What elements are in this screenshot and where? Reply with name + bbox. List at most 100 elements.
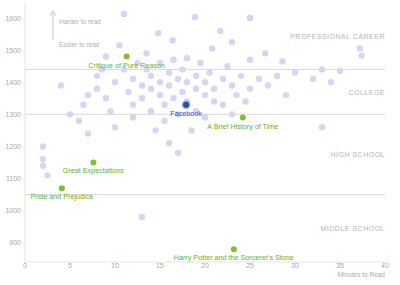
- point: [85, 92, 91, 98]
- point: [112, 124, 118, 130]
- point: [155, 30, 161, 36]
- point: [209, 45, 215, 51]
- highlight-point: [231, 246, 237, 252]
- point: [143, 50, 149, 56]
- point: [337, 67, 343, 73]
- y-axis-line: [25, 2, 26, 262]
- highlight-point: [90, 159, 96, 165]
- x-tick-label: 25: [246, 262, 254, 269]
- highlight-label: Critique of Pure Reason: [88, 61, 165, 70]
- point: [148, 85, 154, 91]
- x-tick-label: 30: [291, 262, 299, 269]
- point: [166, 69, 172, 75]
- point: [175, 76, 181, 82]
- point: [229, 82, 235, 88]
- point: [103, 95, 109, 101]
- highlight-label: Facebook: [170, 109, 202, 118]
- point: [220, 76, 226, 82]
- point: [76, 118, 82, 124]
- point: [139, 214, 145, 220]
- y-tick-label: 1600: [5, 15, 21, 22]
- point: [197, 60, 203, 66]
- point: [211, 85, 217, 91]
- point: [152, 127, 158, 133]
- point: [175, 150, 181, 156]
- point: [206, 69, 212, 75]
- point: [157, 92, 163, 98]
- x-tick-label: 20: [201, 262, 209, 269]
- highlight-point: [59, 185, 65, 191]
- point: [229, 111, 235, 117]
- band-label: PROFESSIONAL CAREER: [290, 33, 385, 40]
- band-label: COLLEGE: [348, 89, 385, 96]
- y-tick-label: 1200: [5, 143, 21, 150]
- point: [166, 140, 172, 146]
- point: [103, 53, 109, 59]
- highlight-label: Pride and Prejudice: [31, 192, 94, 201]
- point: [247, 57, 253, 63]
- point: [125, 89, 131, 95]
- point: [224, 63, 230, 69]
- point: [202, 79, 208, 85]
- point: [130, 114, 136, 120]
- point: [40, 156, 46, 162]
- point: [80, 102, 86, 108]
- point: [161, 118, 167, 124]
- point: [319, 124, 325, 130]
- point: [192, 14, 198, 20]
- point: [202, 92, 208, 98]
- point: [310, 76, 316, 82]
- highlight-label: A Brief History of Time: [207, 122, 278, 131]
- point: [148, 108, 154, 114]
- x-tick-label: 10: [111, 262, 119, 269]
- point: [148, 73, 154, 79]
- point: [229, 39, 235, 45]
- point: [166, 82, 172, 88]
- point: [256, 76, 262, 82]
- point: [193, 73, 199, 79]
- point: [184, 55, 190, 61]
- x-tick-label: 15: [156, 262, 164, 269]
- direction-arrow: [53, 13, 54, 40]
- y-tick-label: 1500: [5, 47, 21, 54]
- highlight-label: Great Expectations: [63, 166, 125, 175]
- point: [139, 95, 145, 101]
- point: [44, 172, 50, 178]
- highlight-point: [124, 54, 130, 60]
- point: [157, 79, 163, 85]
- annotation: Harder to read: [59, 18, 101, 25]
- point: [170, 57, 176, 63]
- point: [188, 127, 194, 133]
- point: [169, 37, 175, 43]
- annotation: Easier to read: [59, 41, 100, 48]
- plot-area: [40, 11, 365, 252]
- point: [130, 76, 136, 82]
- band-line: [25, 69, 385, 70]
- chart: PROFESSIONAL CAREERCOLLEGEHIGH SCHOOLMID…: [0, 0, 400, 285]
- point: [179, 89, 185, 95]
- point: [274, 73, 280, 79]
- y-tick-label: 1100: [6, 175, 21, 182]
- point: [121, 11, 127, 17]
- direction-arrow-head: [50, 11, 56, 16]
- y-tick-label: 1000: [5, 207, 21, 214]
- point: [179, 66, 185, 72]
- point: [283, 92, 289, 98]
- point: [247, 85, 253, 91]
- point: [170, 95, 176, 101]
- point: [211, 98, 217, 104]
- y-tick-label: 1400: [5, 79, 21, 86]
- highlight-point: [183, 102, 189, 108]
- point: [319, 66, 325, 72]
- point: [184, 79, 190, 85]
- highlight-label: Harry Potter and the Sorcerer's Stone: [174, 253, 294, 262]
- point: [238, 73, 244, 79]
- point: [85, 130, 91, 136]
- point: [202, 114, 208, 120]
- point: [262, 50, 268, 56]
- point: [217, 28, 223, 34]
- x-axis-label: Minutes to Read: [338, 271, 386, 278]
- point: [40, 143, 46, 149]
- point: [112, 79, 118, 85]
- point: [265, 82, 271, 88]
